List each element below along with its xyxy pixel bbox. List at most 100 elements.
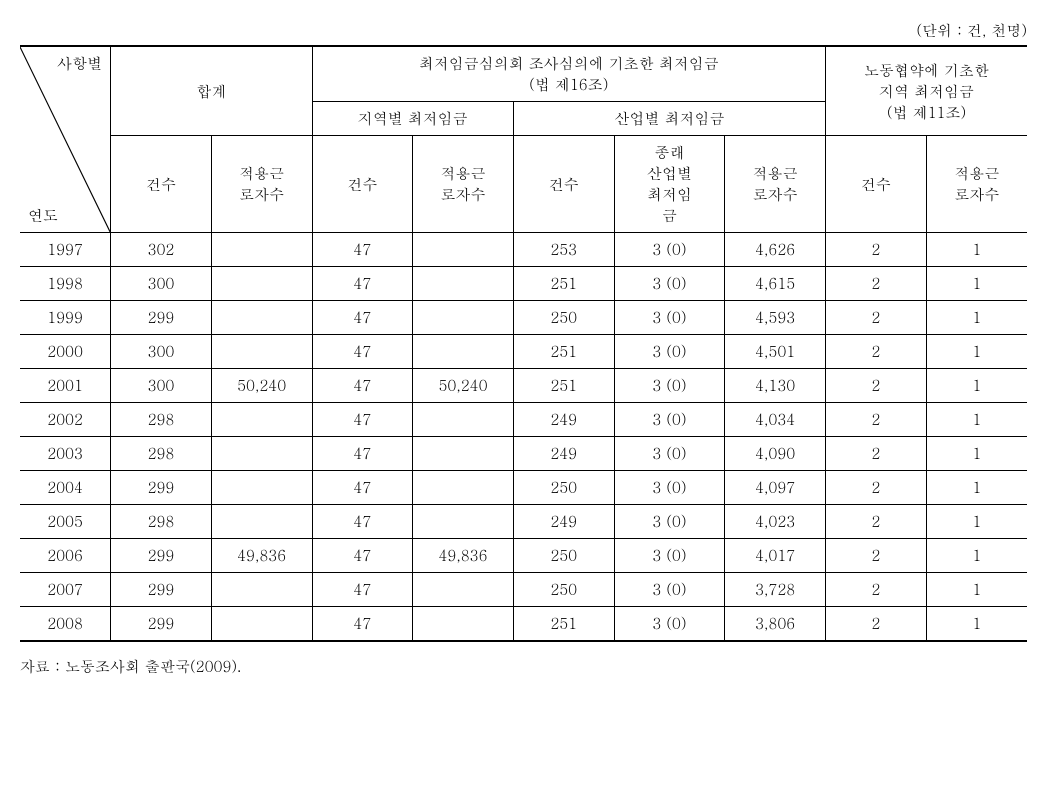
- cell-iw: 4,626: [725, 233, 826, 267]
- table-row: 2000300472513 (0)4,50121: [20, 335, 1027, 369]
- cell-rc: 47: [312, 335, 413, 369]
- cell-year: 2005: [20, 505, 111, 539]
- unit-label: (단위 : 건, 천명): [20, 20, 1027, 41]
- col-old-industry: 종래 산업별 최저임 금: [614, 136, 725, 233]
- cell-tw: [211, 505, 312, 539]
- cell-year: 2008: [20, 607, 111, 642]
- cell-rc: 47: [312, 505, 413, 539]
- cell-io: 3 (0): [614, 505, 725, 539]
- cell-rw: [413, 335, 514, 369]
- cell-io: 3 (0): [614, 471, 725, 505]
- cell-io: 3 (0): [614, 573, 725, 607]
- cell-year: 1999: [20, 301, 111, 335]
- cell-tw: 49,836: [211, 539, 312, 573]
- cell-ic: 251: [513, 267, 614, 301]
- cell-ic: 249: [513, 437, 614, 471]
- cell-lc: 2: [826, 335, 927, 369]
- diag-bottom-label: 연도: [28, 205, 58, 226]
- cell-rw: [413, 505, 514, 539]
- cell-tc: 299: [111, 301, 212, 335]
- cell-ic: 251: [513, 369, 614, 403]
- cell-lc: 2: [826, 301, 927, 335]
- cell-rc: 47: [312, 607, 413, 642]
- cell-rc: 47: [312, 471, 413, 505]
- cell-rw: [413, 403, 514, 437]
- cell-lc: 2: [826, 403, 927, 437]
- cell-io: 3 (0): [614, 233, 725, 267]
- cell-io: 3 (0): [614, 607, 725, 642]
- hdr-labor-group: 노동협약에 기초한 지역 최저임금 (법 제11조): [826, 46, 1027, 136]
- cell-iw: 4,090: [725, 437, 826, 471]
- cell-rw: [413, 233, 514, 267]
- cell-io: 3 (0): [614, 437, 725, 471]
- diag-top-label: 사항별: [57, 53, 102, 74]
- cell-lw: 1: [926, 573, 1027, 607]
- table-row: 2007299472503 (0)3,72821: [20, 573, 1027, 607]
- table-row: 2008299472513 (0)3,80621: [20, 607, 1027, 642]
- cell-rc: 47: [312, 437, 413, 471]
- hdr-total: 합계: [111, 46, 312, 136]
- cell-lc: 2: [826, 471, 927, 505]
- cell-io: 3 (0): [614, 369, 725, 403]
- cell-iw: 4,593: [725, 301, 826, 335]
- cell-ic: 251: [513, 607, 614, 642]
- cell-rw: 49,836: [413, 539, 514, 573]
- cell-iw: 3,806: [725, 607, 826, 642]
- cell-lc: 2: [826, 369, 927, 403]
- cell-ic: 249: [513, 403, 614, 437]
- table-row: 200130050,2404750,2402513 (0)4,13021: [20, 369, 1027, 403]
- cell-tc: 300: [111, 369, 212, 403]
- cell-tw: [211, 471, 312, 505]
- col-total-workers: 적용근 로자수: [211, 136, 312, 233]
- cell-year: 2000: [20, 335, 111, 369]
- cell-rw: [413, 437, 514, 471]
- cell-tw: [211, 607, 312, 642]
- cell-rc: 47: [312, 573, 413, 607]
- cell-iw: 4,130: [725, 369, 826, 403]
- cell-ic: 250: [513, 539, 614, 573]
- cell-ic: 251: [513, 335, 614, 369]
- cell-io: 3 (0): [614, 403, 725, 437]
- cell-rw: [413, 471, 514, 505]
- table-row: 1998300472513 (0)4,61521: [20, 267, 1027, 301]
- table-row: 2003298472493 (0)4,09021: [20, 437, 1027, 471]
- cell-io: 3 (0): [614, 301, 725, 335]
- cell-lw: 1: [926, 267, 1027, 301]
- table-row: 200629949,8364749,8362503 (0)4,01721: [20, 539, 1027, 573]
- cell-rc: 47: [312, 233, 413, 267]
- col-region-count: 건수: [312, 136, 413, 233]
- cell-iw: 3,728: [725, 573, 826, 607]
- cell-lw: 1: [926, 437, 1027, 471]
- source-footer: 자료 : 노동조사회 출판국(2009).: [20, 656, 1027, 677]
- cell-iw: 4,097: [725, 471, 826, 505]
- table-row: 1997302472533 (0)4,62621: [20, 233, 1027, 267]
- cell-tc: 299: [111, 607, 212, 642]
- table-row: 2002298472493 (0)4,03421: [20, 403, 1027, 437]
- cell-ic: 250: [513, 301, 614, 335]
- cell-ic: 249: [513, 505, 614, 539]
- col-total-count: 건수: [111, 136, 212, 233]
- cell-iw: 4,023: [725, 505, 826, 539]
- col-labor-count: 건수: [826, 136, 927, 233]
- cell-tw: [211, 437, 312, 471]
- cell-year: 2006: [20, 539, 111, 573]
- cell-lc: 2: [826, 573, 927, 607]
- cell-year: 1997: [20, 233, 111, 267]
- cell-rc: 47: [312, 403, 413, 437]
- cell-tw: [211, 335, 312, 369]
- cell-lw: 1: [926, 505, 1027, 539]
- cell-lc: 2: [826, 437, 927, 471]
- col-region-workers: 적용근 로자수: [413, 136, 514, 233]
- diagonal-header: 사항별 연도: [20, 46, 111, 233]
- cell-ic: 250: [513, 573, 614, 607]
- cell-tw: 50,240: [211, 369, 312, 403]
- cell-lw: 1: [926, 301, 1027, 335]
- cell-rc: 47: [312, 539, 413, 573]
- cell-lc: 2: [826, 267, 927, 301]
- cell-tw: [211, 301, 312, 335]
- cell-tc: 300: [111, 267, 212, 301]
- cell-io: 3 (0): [614, 335, 725, 369]
- table-row: 2005298472493 (0)4,02321: [20, 505, 1027, 539]
- cell-tc: 298: [111, 403, 212, 437]
- cell-year: 2007: [20, 573, 111, 607]
